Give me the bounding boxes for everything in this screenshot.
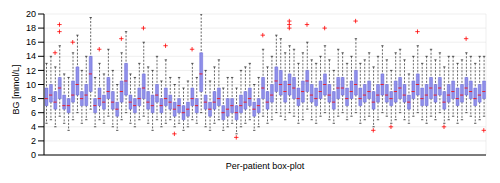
svg-text:14: 14	[26, 51, 36, 61]
svg-text:4: 4	[31, 122, 36, 132]
svg-text:16: 16	[26, 37, 36, 47]
svg-text:0: 0	[31, 150, 36, 160]
svg-text:20: 20	[26, 9, 36, 19]
svg-text:12: 12	[26, 66, 36, 76]
svg-text:Per-patient box-plot: Per-patient box-plot	[226, 161, 305, 171]
svg-text:6: 6	[31, 108, 36, 118]
svg-text:8: 8	[31, 94, 36, 104]
svg-text:10: 10	[26, 80, 36, 90]
svg-text:BG [mmol/L]: BG [mmol/L]	[11, 64, 21, 114]
svg-text:18: 18	[26, 23, 36, 33]
svg-text:2: 2	[31, 136, 36, 146]
